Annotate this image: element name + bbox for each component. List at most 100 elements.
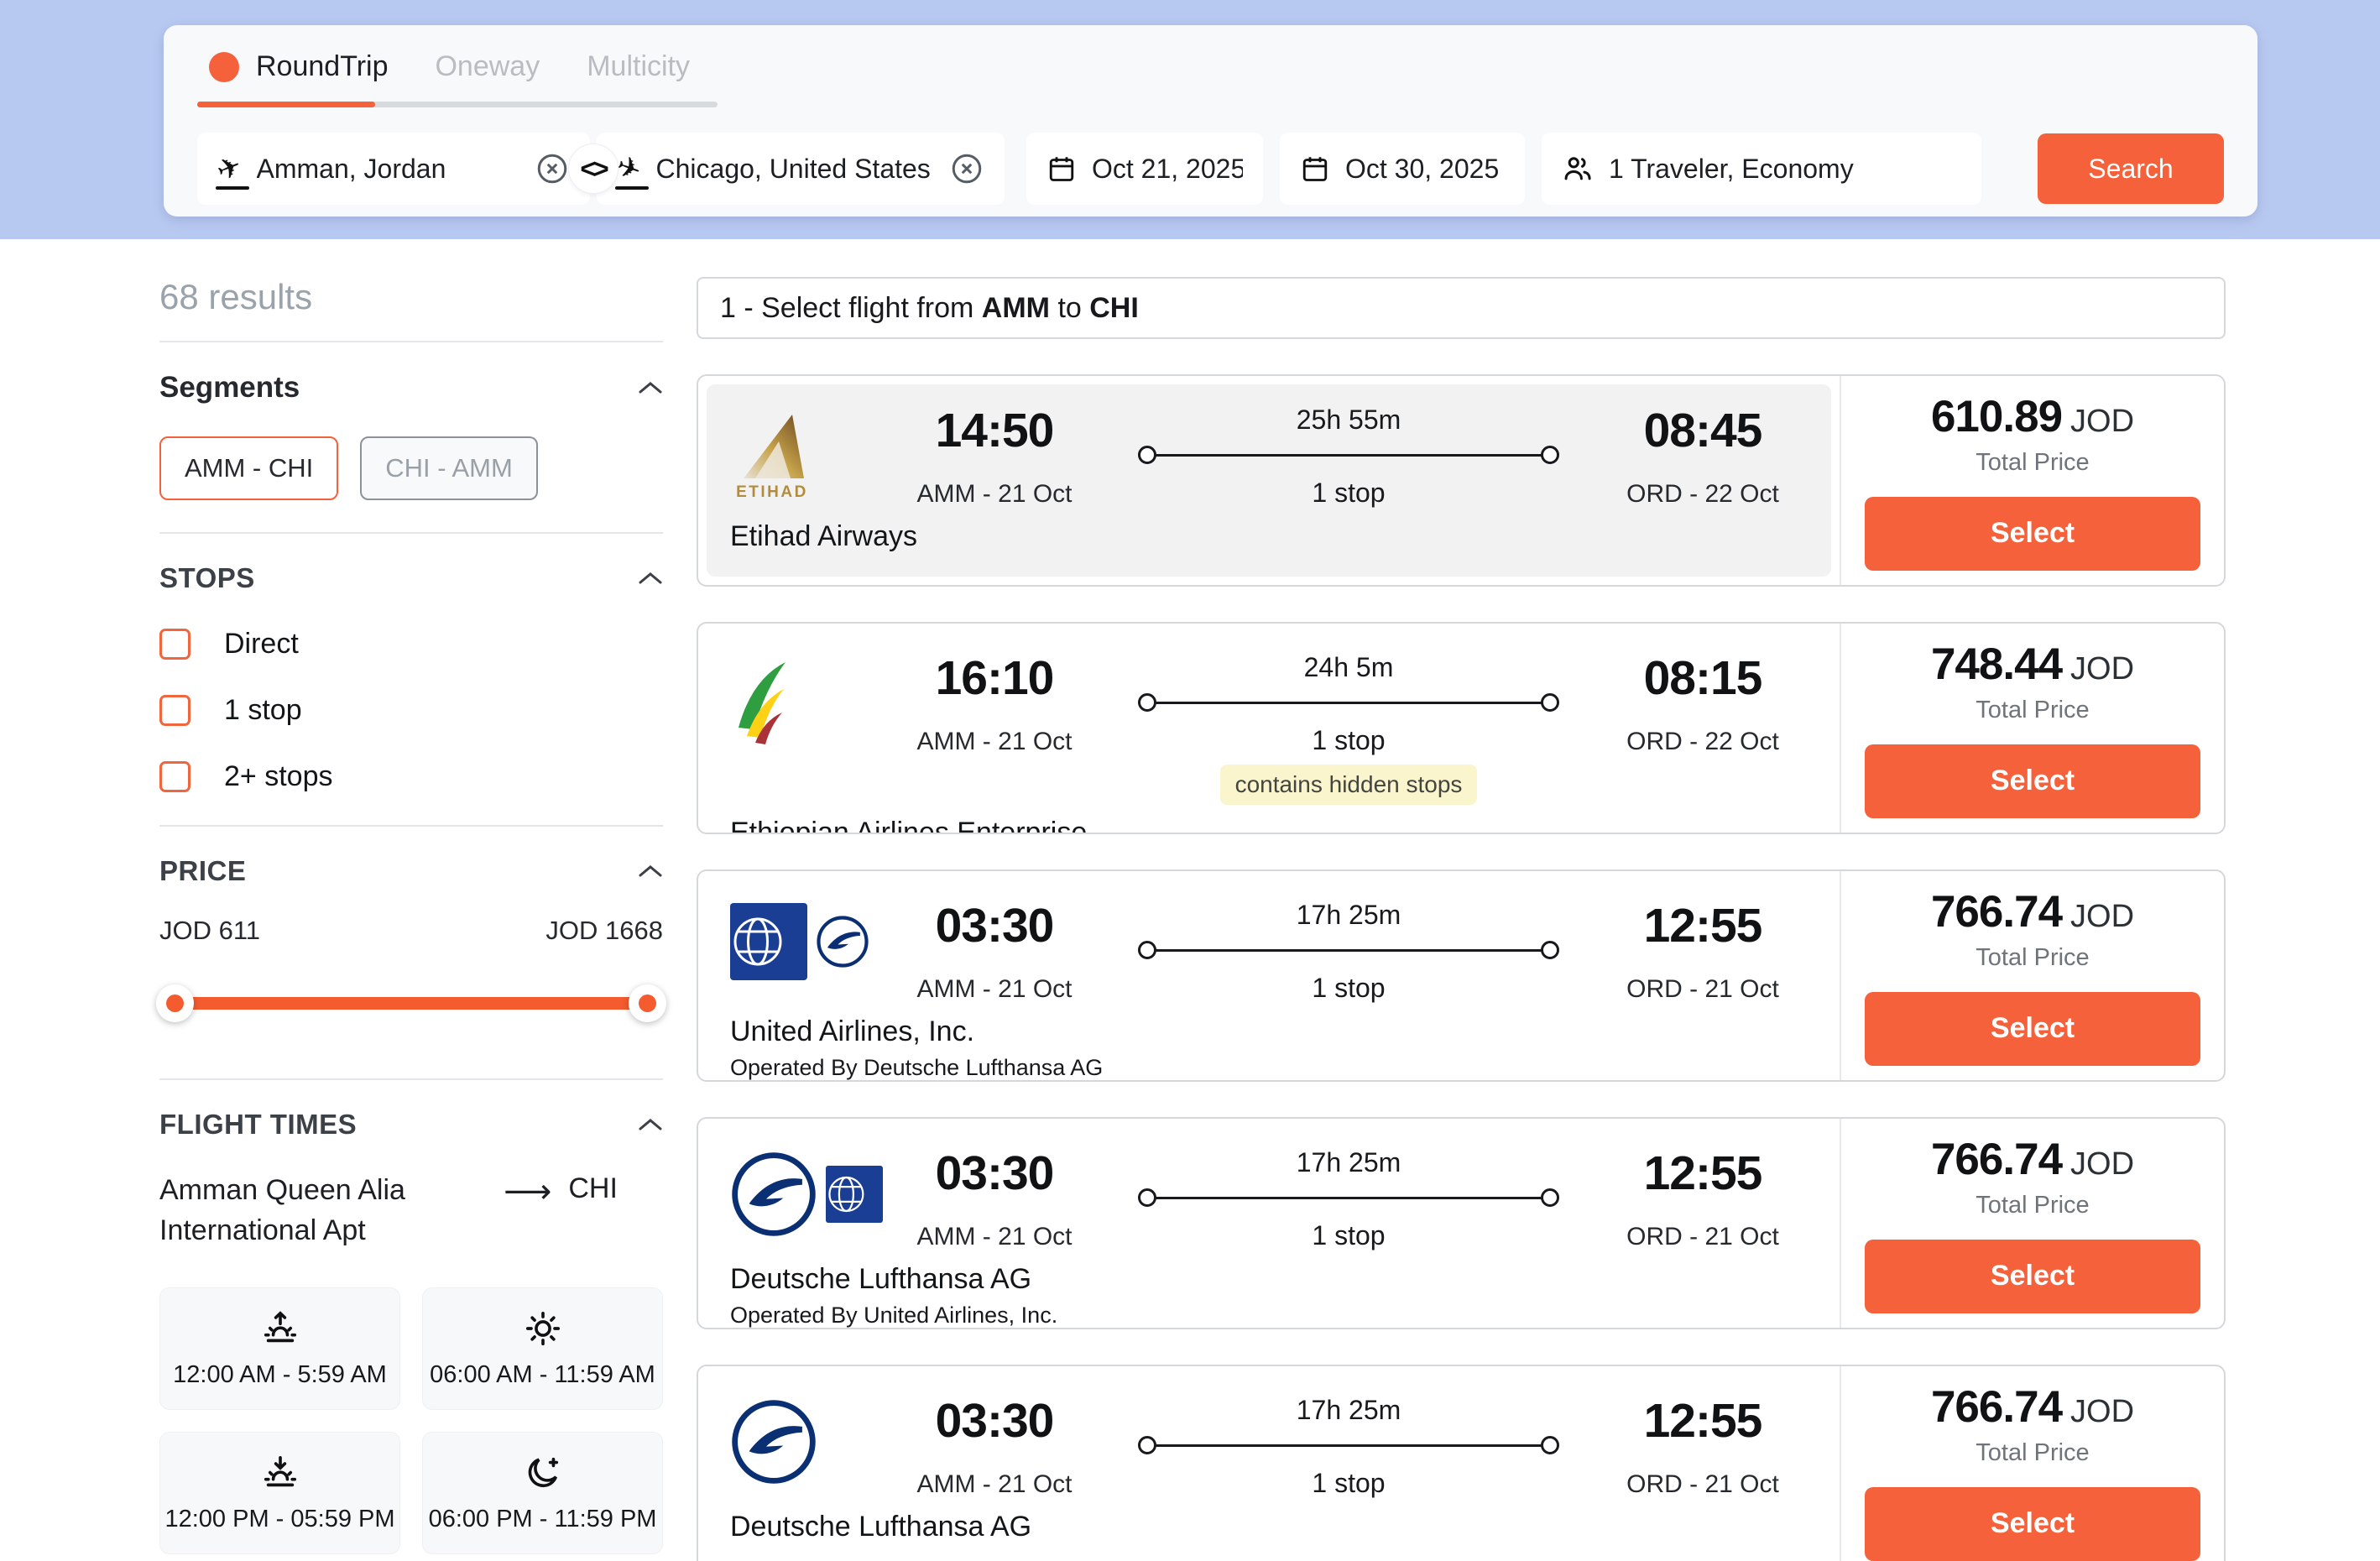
calendar-icon	[1302, 157, 1328, 181]
time-slot-morning[interactable]: 06:00 AM - 11:59 AM	[422, 1287, 663, 1411]
selected-radio-dot	[209, 51, 239, 82]
checkbox-1stop[interactable]	[159, 695, 191, 726]
stops-option-1stop: 1 stop	[159, 694, 663, 727]
destination-input[interactable]: ✈ Chicago, United States Of	[597, 133, 1005, 205]
flight-times-section: FLIGHT TIMES Amman Queen Alia Internatio…	[159, 1080, 663, 1561]
origin-value: Amman, Jordan	[256, 153, 446, 184]
stops-label: 1 stop	[1312, 1220, 1386, 1250]
airline-name: United Airlines, Inc.	[730, 1015, 975, 1047]
duration: 17h 25m	[1296, 1395, 1401, 1425]
price-range-slider	[156, 984, 666, 1022]
checkbox-2plus[interactable]	[159, 761, 191, 792]
price-panel: 610.89 JOD Total Price Select	[1840, 376, 2224, 585]
flight-card: 03:30 AMM - 21 Oct 17h 25m 1 stop 12:55 …	[697, 1365, 2226, 1561]
operated-by-label: Operated By Deutsche Lufthansa AG	[730, 1055, 1104, 1080]
plane-takeoff-icon: ✈	[211, 149, 249, 190]
timeline	[1138, 941, 1559, 959]
trip-type-oneway[interactable]: Oneway	[435, 50, 540, 82]
return-date-field[interactable]: Oct 30, 2025	[1280, 133, 1525, 205]
airline-name: Ethiopian Airlines Enterprise	[730, 817, 1088, 834]
itinerary[interactable]: 03:30 AMM - 21 Oct 17h 25m 1 stop 12:55 …	[707, 1375, 1831, 1561]
results-list: 1 - Select flight from AMM to CHI ETIHAD	[697, 277, 2226, 1561]
total-price-label: Total Price	[1976, 696, 2090, 723]
search-panel: RoundTrip Oneway Multicity ✈ Amman, Jord…	[164, 25, 2257, 217]
swap-airports-button[interactable]: <>	[568, 144, 618, 194]
trip-type-label: RoundTrip	[256, 50, 389, 82]
price-amount: 766.74	[1930, 1134, 2063, 1184]
flight-card: 03:30 AMM - 21 Oct 17h 25m 1 stop 12:55 …	[697, 1117, 2226, 1329]
collapse-chevron-icon[interactable]	[638, 381, 663, 394]
select-button[interactable]: Select	[1865, 1486, 2200, 1561]
ethiopian-airlines-logo	[739, 662, 786, 744]
price-panel: 748.44 JOD Total Price Select	[1840, 624, 2224, 833]
time-slot-early-morning[interactable]: 12:00 AM - 5:59 AM	[159, 1287, 400, 1411]
stops-label: 1 stop	[1312, 1468, 1386, 1498]
time-slot-evening[interactable]: 06:00 PM - 11:59 PM	[422, 1432, 663, 1555]
collapse-chevron-icon[interactable]	[638, 864, 663, 878]
select-button[interactable]: Select	[1865, 991, 2200, 1066]
price-amount: 748.44	[1930, 639, 2063, 689]
itinerary[interactable]: 03:30 AMM - 21 Oct 17h 25m 1 stop 12:55 …	[707, 1127, 1831, 1328]
select-button[interactable]: Select	[1865, 496, 2200, 571]
collapse-chevron-icon[interactable]	[638, 1118, 663, 1131]
itinerary[interactable]: ETIHAD 14:50 AMM - 21 Oct 25h 55m 1 stop…	[707, 384, 1831, 577]
stops-label: 1 stop	[1312, 478, 1386, 508]
trip-type-roundtrip[interactable]: RoundTrip	[209, 50, 388, 83]
etihad-logo: ETIHAD	[736, 415, 806, 501]
total-price-label: Total Price	[1976, 1438, 2090, 1466]
timeline	[1138, 693, 1559, 712]
price-title: PRICE	[159, 855, 247, 886]
price-currency: JOD	[2070, 650, 2135, 687]
search-button[interactable]: Search	[2038, 133, 2224, 204]
itinerary[interactable]: 03:30 AMM - 21 Oct 17h 25m 1 stop 12:55 …	[707, 880, 1831, 1080]
flight-card: ETIHAD 14:50 AMM - 21 Oct 25h 55m 1 stop…	[697, 374, 2226, 587]
arrival-info: ORD - 22 Oct	[1626, 480, 1779, 508]
price-max-label: JOD 1668	[545, 916, 663, 945]
select-button[interactable]: Select	[1865, 1239, 2200, 1313]
collapse-chevron-icon[interactable]	[638, 572, 663, 585]
time-slot-afternoon[interactable]: 12:00 PM - 05:59 PM	[159, 1432, 400, 1555]
departure-time: 03:30	[935, 1146, 1055, 1200]
tab-underline	[197, 102, 718, 107]
sunset-icon	[264, 1455, 296, 1486]
plane-landing-icon: ✈	[612, 149, 649, 190]
departure-time: 16:10	[935, 651, 1055, 705]
trip-type-tabs: RoundTrip Oneway Multicity	[197, 50, 2224, 83]
depart-date-field[interactable]: Oct 21, 2025	[1026, 133, 1263, 205]
segment-chip-outbound[interactable]: AMM - CHI	[159, 436, 339, 500]
itinerary[interactable]: 16:10 AMM - 21 Oct 24h 5m 1 stop contain…	[707, 632, 1831, 833]
price-currency: JOD	[2070, 898, 2135, 934]
total-price-label: Total Price	[1976, 1191, 2090, 1219]
lufthansa-logo	[817, 916, 869, 968]
calendar-icon	[1049, 157, 1074, 181]
stops-section: STOPS Direct 1 stop 2+ stops	[159, 534, 663, 827]
flight-card: 03:30 AMM - 21 Oct 17h 25m 1 stop 12:55 …	[697, 869, 2226, 1082]
clear-destination-button[interactable]	[949, 151, 984, 186]
slider-handle-max[interactable]	[629, 984, 666, 1022]
return-date-value: Oct 30, 2025	[1345, 153, 1500, 184]
travelers-value: 1 Traveler, Economy	[1609, 153, 1854, 184]
select-button[interactable]: Select	[1865, 744, 2200, 818]
results-count: 68 results	[159, 277, 663, 342]
trip-type-multicity[interactable]: Multicity	[587, 50, 691, 82]
lufthansa-logo	[732, 1400, 816, 1484]
price-panel: 766.74 JOD Total Price Select	[1840, 871, 2224, 1080]
checkbox-direct[interactable]	[159, 629, 191, 660]
departure-info: AMM - 21 Oct	[916, 1470, 1073, 1498]
origin-input[interactable]: ✈ Amman, Jordan	[197, 133, 590, 205]
slider-track[interactable]	[163, 997, 660, 1010]
slider-handle-min[interactable]	[156, 984, 194, 1022]
arrival-time: 12:55	[1643, 899, 1763, 953]
united-airlines-logo	[730, 903, 807, 980]
route-to: CHI	[568, 1172, 618, 1204]
departure-info: AMM - 21 Oct	[916, 975, 1073, 1003]
price-panel: 766.74 JOD Total Price Select	[1840, 1366, 2224, 1561]
united-airlines-logo	[826, 1166, 883, 1223]
flight-times-title: FLIGHT TIMES	[159, 1109, 358, 1140]
segment-chip-return[interactable]: CHI - AMM	[360, 436, 538, 500]
clear-origin-button[interactable]	[535, 151, 570, 186]
travelers-field[interactable]: 1 Traveler, Economy	[1542, 133, 1981, 205]
arrival-time: 12:55	[1643, 1146, 1763, 1200]
departure-time: 14:50	[935, 404, 1055, 457]
total-price-label: Total Price	[1976, 448, 2090, 476]
